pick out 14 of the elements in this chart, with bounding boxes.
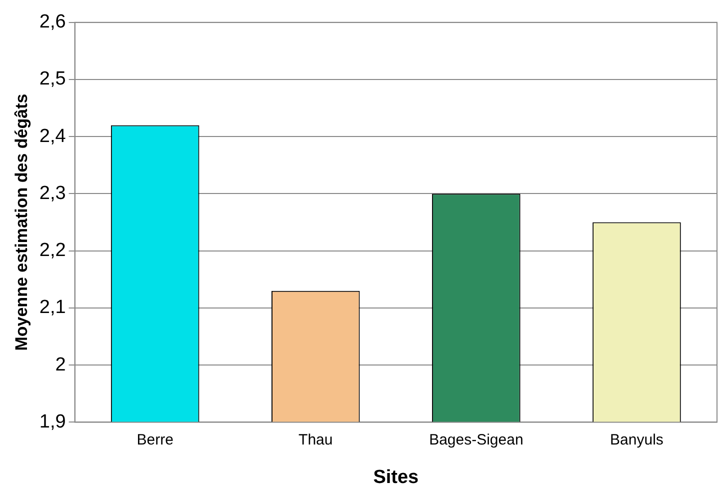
y-tick-label: 2,4 bbox=[39, 126, 66, 147]
y-tick-label: 2,1 bbox=[39, 297, 66, 318]
y-tick-label: 1,9 bbox=[39, 411, 66, 432]
x-axis-title: Sites bbox=[373, 466, 419, 488]
x-tick-label: Berre bbox=[136, 431, 174, 448]
y-tick-label: 2,2 bbox=[39, 240, 66, 262]
x-tick-label: Thau bbox=[298, 431, 333, 448]
y-tick-label: 2,6 bbox=[39, 12, 66, 33]
y-tick-label: 2 bbox=[55, 354, 66, 376]
y-tick-label: 2,3 bbox=[39, 182, 66, 204]
x-tick-label: Bages-Sigean bbox=[429, 431, 524, 448]
y-axis-title: Moyenne estimation des dégâts bbox=[12, 94, 31, 351]
y-tick-label: 2,5 bbox=[39, 68, 66, 90]
x-tick-label: Banyuls bbox=[610, 431, 664, 448]
